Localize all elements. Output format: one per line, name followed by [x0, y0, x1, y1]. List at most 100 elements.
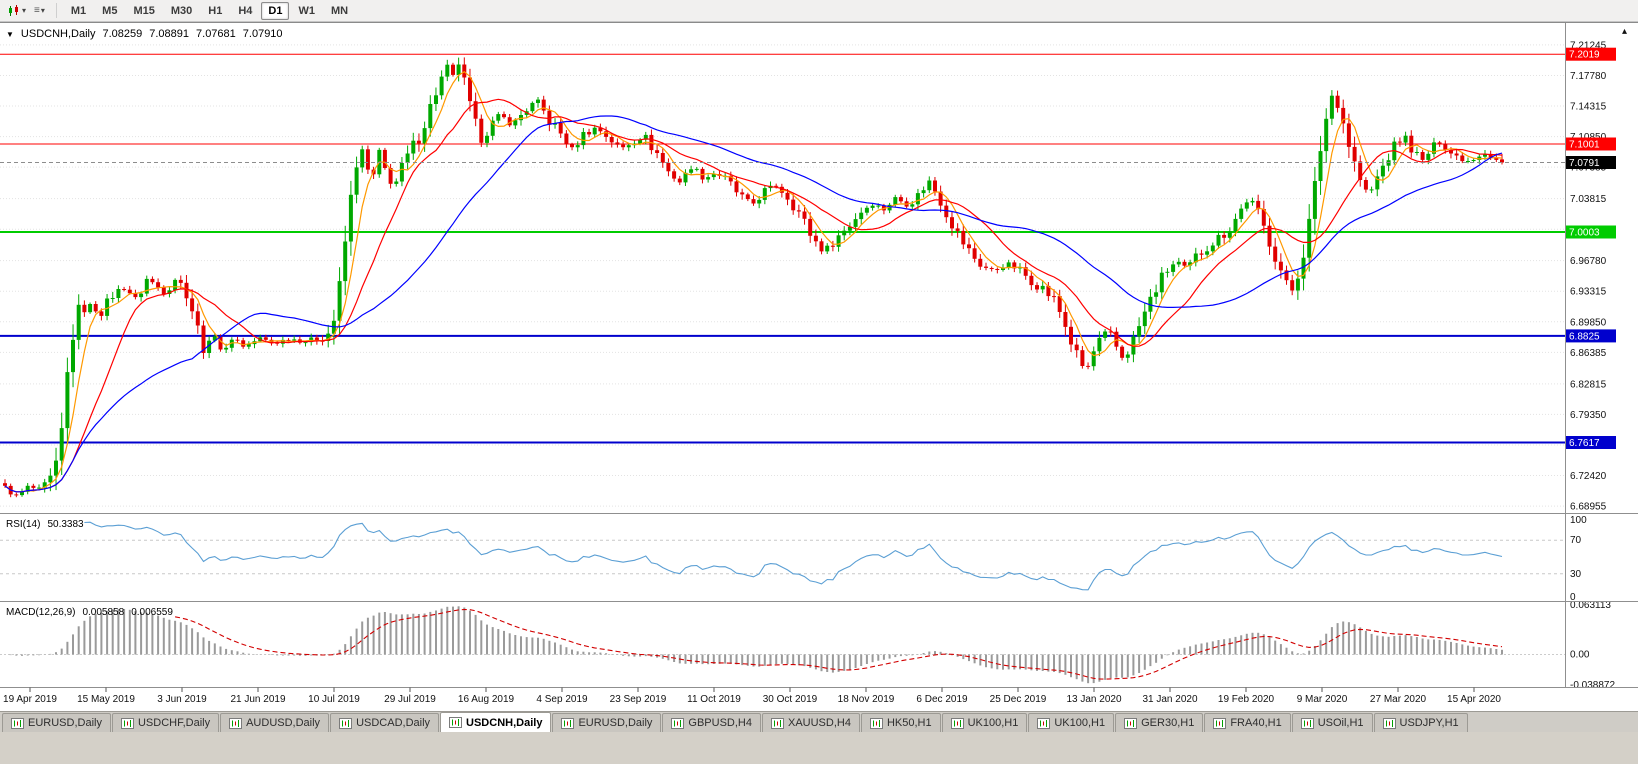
chart-tab-label: EURUSD,Daily: [28, 717, 102, 729]
timeframe-button-m5[interactable]: M5: [102, 4, 118, 17]
time-axis-label: 21 Jun 2019: [230, 694, 285, 705]
time-axis-label: 4 Sep 2019: [536, 694, 588, 705]
chevron-down-icon: ▾: [40, 6, 45, 15]
chart-thumbnail-icon: [1213, 717, 1227, 729]
time-axis-label: 19 Apr 2019: [3, 694, 57, 705]
timeframe-button-mn[interactable]: MN: [330, 4, 349, 17]
macd-signal-line: [174, 608, 1503, 680]
chart-thumbnail-icon: [1124, 717, 1138, 729]
timeframe-button-m30[interactable]: M30: [170, 4, 193, 17]
candlestick-chart-icon: [9, 4, 18, 16]
chart-tab-fra40-h1[interactable]: FRA40,H1: [1204, 713, 1291, 732]
price-axis-label: 6.89850: [1570, 317, 1607, 328]
chart-symbol-period: USDCNH,Daily: [20, 28, 96, 40]
time-axis-label: 29 Jul 2019: [384, 694, 436, 705]
svg-text:6.8825: 6.8825: [1569, 331, 1600, 342]
chart-thumbnail-icon: [11, 717, 24, 729]
timeframe-button-m15[interactable]: M15: [133, 4, 155, 17]
ohlc-open: 7.08259: [102, 28, 143, 40]
chart-tab-eurusd-daily[interactable]: EURUSD,Daily: [552, 713, 662, 732]
macd-label: MACD(12,26,9) 0.005858 0.006559: [6, 607, 173, 618]
ma-5-line: [4, 70, 1503, 493]
indicators-menu-button[interactable]: ≡ ▾: [31, 4, 48, 17]
price-axis-label: 6.93315: [1570, 287, 1607, 298]
chart-tab-label: AUDUSD,Daily: [246, 717, 321, 729]
chart-tab-uk100-h1[interactable]: UK100,H1: [1028, 713, 1115, 732]
chart-tab-usdchf-daily[interactable]: USDCHF,Daily: [111, 713, 220, 732]
timeframe-button-w1[interactable]: W1: [298, 4, 315, 17]
time-axis-label: 13 Jan 2020: [1066, 694, 1121, 705]
rsi-axis-label: 100: [1570, 515, 1587, 526]
chart-tab-gbpusd-h4[interactable]: GBPUSD,H4: [662, 713, 761, 732]
time-axis-label: 31 Jan 2020: [1142, 694, 1197, 705]
macd-axis-label: 0.00: [1570, 650, 1590, 661]
chart-tab-audusd-daily[interactable]: AUDUSD,Daily: [220, 713, 330, 732]
chart-tab-label: EURUSD,Daily: [578, 717, 653, 729]
panel-dividers: [0, 23, 1638, 688]
svg-text:7.0791: 7.0791: [1569, 158, 1600, 169]
chart-thumbnail-icon: [561, 717, 575, 729]
time-axis-label: 16 Aug 2019: [458, 694, 515, 705]
chart-tab-label: HK50,H1: [886, 717, 932, 729]
chart-tab-usdcnh-daily[interactable]: USDCNH,Daily: [440, 712, 552, 732]
chart-thumbnail-icon: [950, 717, 964, 729]
chart-tab-hk50-h1[interactable]: HK50,H1: [860, 713, 941, 732]
chart-tab-uk100-h1[interactable]: UK100,H1: [941, 713, 1028, 732]
chart-tab-usoil-h1[interactable]: USOil,H1: [1291, 713, 1373, 732]
chart-tab-label: USDCHF,Daily: [137, 717, 211, 729]
ohlc-low: 7.07681: [196, 28, 236, 40]
time-axis-label: 30 Oct 2019: [763, 694, 818, 705]
macd-axis-label: 0.063113: [1570, 600, 1611, 611]
chart-tab-eurusd-daily[interactable]: EURUSD,Daily: [2, 713, 111, 732]
chart-thumbnail-icon: [869, 717, 883, 729]
time-axis-label: 18 Nov 2019: [838, 694, 895, 705]
chart-tab-usdcad-daily[interactable]: USDCAD,Daily: [330, 713, 440, 732]
chart-tab-label: USDCNH,Daily: [466, 716, 543, 729]
chart-canvas[interactable]: 7.212457.177807.143157.108507.073857.038…: [0, 23, 1638, 711]
chart-thumbnail-icon: [770, 717, 784, 729]
ohlc-high: 7.08891: [149, 28, 190, 40]
chart-tab-usdjpy-h1[interactable]: USDJPY,H1: [1373, 713, 1468, 732]
price-axis-label: 6.72420: [1570, 471, 1607, 482]
timeframe-button-d1[interactable]: D1: [261, 1, 290, 20]
time-axis-label: 9 Mar 2020: [1297, 694, 1348, 705]
level-price-badge: 7.0003: [1566, 225, 1616, 239]
chart-thumbnail-icon: [339, 717, 353, 729]
chart-tab-label: UK100,H1: [967, 717, 1019, 729]
macd-histogram: [9, 606, 1503, 684]
rsi-axis-label: 0: [1570, 592, 1576, 603]
chart-window: ▼ USDCNH,Daily 7.08259 7.08891 7.07681 7…: [0, 22, 1638, 711]
scroll-up-icon[interactable]: ▴: [1622, 26, 1627, 37]
chart-tab-ger30-h1[interactable]: GER30,H1: [1115, 713, 1204, 732]
timeframe-buttons: M1 M5 M15 M30 H1 H4 D1 W1 MN: [63, 1, 356, 20]
level-price-badge: 6.7617: [1566, 436, 1616, 449]
ma-13-line: [4, 98, 1503, 493]
macd-axis-label: -0.038872: [1570, 680, 1615, 691]
chart-tab-xauusd-h4[interactable]: XAUUSD,H4: [761, 713, 860, 732]
price-axis-label: 6.86385: [1570, 348, 1607, 359]
svg-text:7.1001: 7.1001: [1569, 140, 1600, 151]
time-axis-label: 11 Oct 2019: [687, 694, 741, 705]
timeframe-button-h1[interactable]: H1: [208, 4, 223, 17]
chart-tabs-bar: EURUSD,Daily USDCHF,Daily AUDUSD,Daily USDC…: [0, 711, 1638, 732]
price-axis-label: 6.68955: [1570, 502, 1607, 513]
time-axis: 19 Apr 2019 15 May 2019 3 Jun 2019 21 Jun 2…: [3, 687, 1501, 705]
rsi-line: [84, 521, 1503, 591]
time-axis-label: 10 Jul 2019: [308, 694, 360, 705]
chart-menu-button[interactable]: ▾: [4, 3, 29, 19]
timeframe-button-m1[interactable]: M1: [70, 4, 87, 17]
chart-thumbnail-icon: [671, 717, 685, 729]
horizontal-level-lines: [0, 53, 1565, 444]
collapse-triangle-icon[interactable]: ▼: [6, 29, 14, 39]
svg-text:6.7617: 6.7617: [1569, 438, 1600, 449]
price-badges: 7.2019 7.1001 7.0003 6.8825 6.7617 7.0791: [1566, 47, 1616, 449]
timeframe-button-h4[interactable]: H4: [238, 4, 253, 17]
time-axis-label: 27 Mar 2020: [1370, 694, 1427, 705]
chart-thumbnail-icon: [120, 717, 134, 729]
ma-34-line: [4, 115, 1503, 493]
price-axis-label: 6.82815: [1570, 379, 1607, 390]
level-price-badge: 7.2019: [1566, 47, 1616, 61]
rsi-label: RSI(14) 50.3383: [6, 519, 84, 530]
status-bar: [0, 732, 1638, 764]
level-price-badge: 6.8825: [1566, 329, 1616, 343]
